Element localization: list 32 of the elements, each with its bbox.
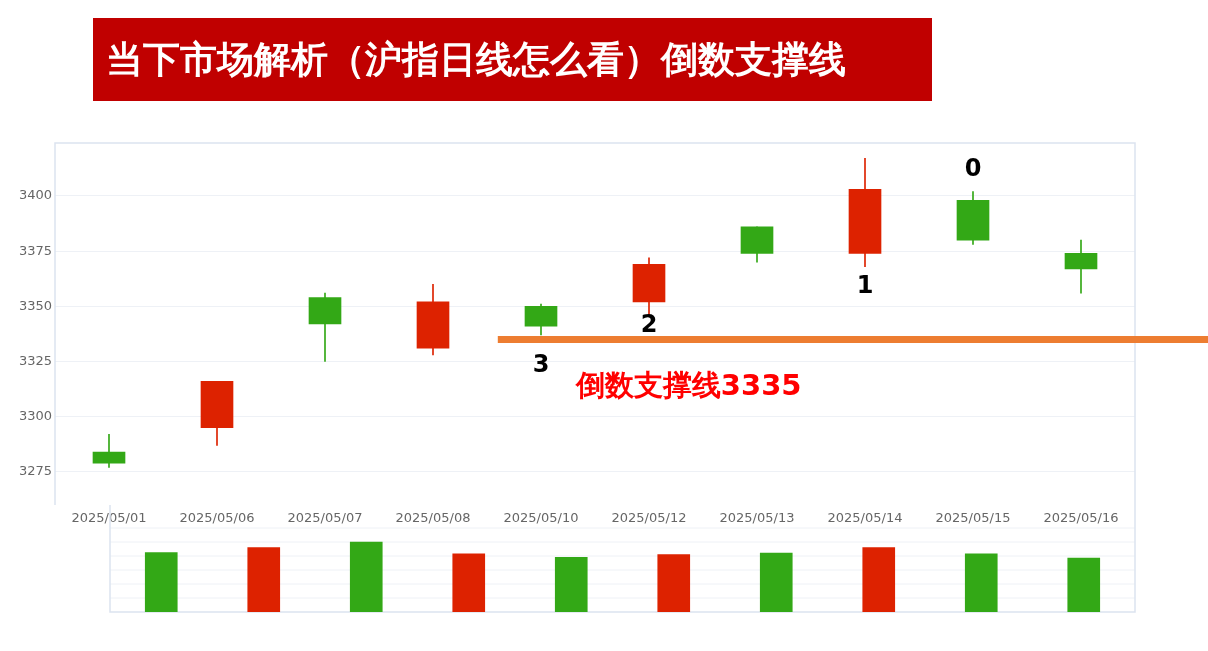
annotation: 3 <box>532 350 550 379</box>
y-tick-label: 3350 <box>18 297 52 313</box>
x-tick-label: 2025/05/12 <box>611 510 687 526</box>
bar <box>1067 557 1101 612</box>
x-tick-label: 2025/05/06 <box>179 510 255 526</box>
bar <box>862 547 896 612</box>
x-tick-label: 2025/05/10 <box>503 510 579 526</box>
y-tick-label: 3400 <box>18 187 52 203</box>
bar <box>349 541 383 612</box>
bar <box>759 552 793 612</box>
ref-line-label: 倒数支撑线3335 <box>574 367 802 402</box>
bar <box>452 553 486 612</box>
y-tick-label: 3275 <box>18 463 52 479</box>
bar <box>247 547 281 612</box>
annotation: 2 <box>640 310 658 339</box>
y-tick-label: 3375 <box>18 242 52 258</box>
y-tick-label: 3300 <box>18 408 52 424</box>
bar <box>144 552 178 612</box>
x-tick-label: 2025/05/15 <box>935 510 1011 526</box>
chart-title: 当下市场解析（沪指日线怎么看）倒数支撑线 <box>93 18 932 101</box>
x-tick-label: 2025/05/08 <box>395 510 471 526</box>
x-tick-label: 2025/05/01 <box>71 510 147 526</box>
bar <box>554 557 588 612</box>
annotation: 0 <box>964 153 982 182</box>
bar <box>657 554 691 612</box>
annotation: 1 <box>856 270 874 299</box>
x-tick-label: 2025/05/16 <box>1043 510 1119 526</box>
bar <box>964 553 998 612</box>
x-tick-label: 2025/05/07 <box>287 510 363 526</box>
x-tick-label: 2025/05/13 <box>719 510 795 526</box>
x-tick-label: 2025/05/14 <box>827 510 903 526</box>
y-tick-label: 3325 <box>18 352 52 368</box>
